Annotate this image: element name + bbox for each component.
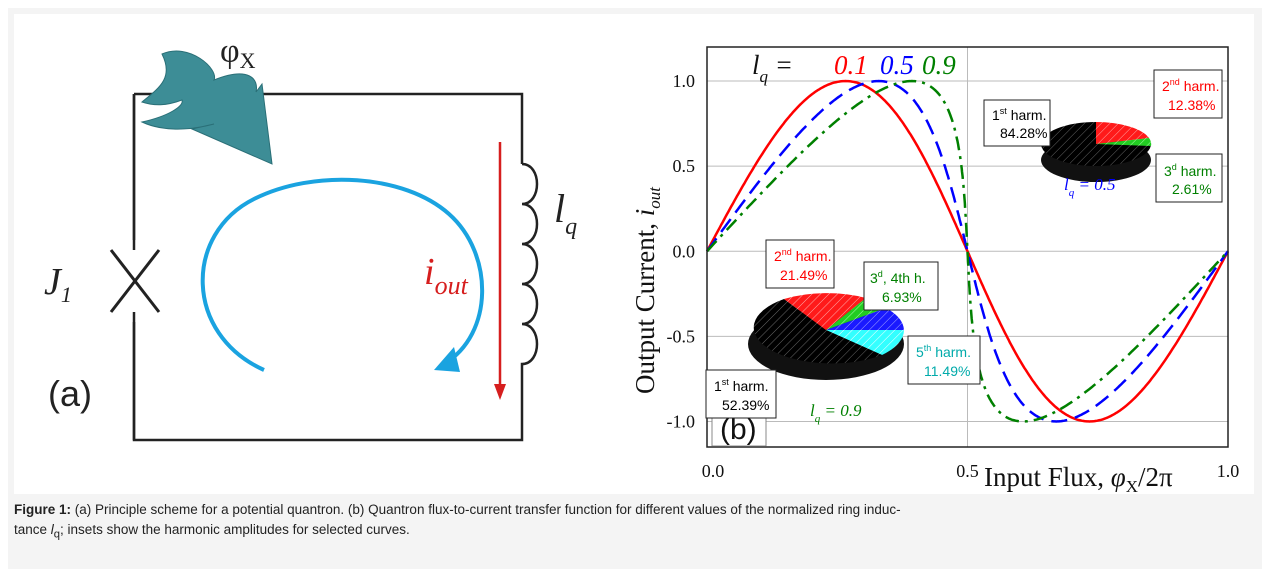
svg-text:52.39%: 52.39%	[722, 397, 769, 413]
bottom-pie-box-2nd: 2nd harm. 21.49%	[765, 239, 835, 289]
bottom-pie-box-5th: 5th harm. 11.49%	[907, 335, 981, 385]
series-line-lq-0.1	[705, 79, 1230, 423]
svg-text:2nd harm.: 2nd harm.	[1162, 77, 1220, 94]
caption-label: Figure 1:	[14, 502, 72, 517]
caption-text: (a) Principle scheme for a potential qua…	[71, 502, 901, 517]
svg-text:11.49%: 11.49%	[924, 363, 970, 379]
svg-text:84.28%: 84.28%	[1000, 125, 1047, 141]
y-tick-label: 0.5	[673, 156, 696, 176]
y-tick-label: 0.0	[673, 241, 696, 261]
x-tick-label: 0.5	[956, 461, 979, 481]
top-pie-box-1st: 1st harm. 84.28%	[983, 99, 1051, 147]
panel-b-chart: -1.0 -0.5 0.0 0.5 1.0 0.0 0.5 1.0	[667, 46, 1240, 481]
svg-text:21.49%: 21.49%	[780, 267, 827, 283]
y-tick-label: 1.0	[673, 71, 696, 91]
bottom-pie-box-3rd-4th: 3d, 4th h. 6.93%	[863, 261, 939, 311]
junction-label: J1	[44, 261, 72, 307]
output-arrow-head	[494, 384, 506, 400]
current-label: iout	[424, 251, 469, 300]
inductor-coil	[520, 162, 539, 376]
legend: lq = 0.1 0.5 0.9	[752, 50, 956, 86]
series-line-lq-0.9	[706, 79, 1229, 423]
series-line-lq-0.5	[705, 79, 1229, 423]
circulating-current-arrow	[200, 177, 485, 372]
x-tick-label: 1.0	[1217, 461, 1240, 481]
figure-caption: Figure 1: (a) Principle scheme for a pot…	[14, 502, 901, 541]
top-pie-label: lq = 0.5	[1064, 175, 1115, 199]
legend-entry-0.5: 0.5	[880, 50, 914, 80]
curves	[705, 79, 1230, 423]
top-pie-slice-3rd	[1096, 138, 1152, 146]
x-tick-label: 0.0	[702, 461, 725, 481]
flux-arrow-icon	[140, 50, 273, 165]
legend-entry-0.1: 0.1	[834, 50, 868, 80]
bottom-pie-slice-1st	[753, 299, 882, 364]
top-pie-box-2nd: 2nd harm. 12.38%	[1153, 69, 1223, 119]
svg-text:12.38%: 12.38%	[1168, 97, 1215, 113]
svg-text:3d harm.: 3d harm.	[1164, 162, 1217, 179]
bottom-pie-slice-2nd	[784, 293, 866, 330]
circuit-wire	[132, 92, 524, 442]
figure-area: φX J1 lq iout (a) -1.0 -0.5 0.0 0.5 1.0 0.0 0.…	[14, 14, 1254, 496]
x-axis-label: Input Flux, φX/2π	[984, 462, 1173, 494]
bottom-pie-inset: 2nd harm. 21.49% 3d, 4th h. 6.93% 1st ha…	[705, 239, 981, 425]
svg-text:1st harm.: 1st harm.	[714, 377, 769, 394]
bottom-pie-box-1st: 1st harm. 52.39%	[705, 369, 777, 419]
bottom-pie-slice-blue	[826, 308, 904, 330]
svg-text:5th harm.: 5th harm.	[916, 343, 971, 360]
top-pie-box-3rd: 3d harm. 2.61%	[1155, 153, 1223, 203]
svg-text:3d, 4th h.: 3d, 4th h.	[870, 269, 926, 286]
svg-text:2nd harm.: 2nd harm.	[774, 247, 832, 264]
panel-a-tag: (a)	[48, 373, 92, 414]
svg-text:1st harm.: 1st harm.	[992, 106, 1047, 123]
tick-labels: -1.0 -0.5 0.0 0.5 1.0 0.0 0.5 1.0	[667, 71, 1240, 481]
inductor-label: lq	[554, 186, 577, 240]
figure-svg: φX J1 lq iout (a) -1.0 -0.5 0.0 0.5 1.0 0.0 0.…	[44, 33, 1240, 496]
panel-a: φX J1 lq iout (a)	[44, 33, 577, 442]
circulating-arrow-head	[434, 347, 460, 372]
junction-cross-2	[109, 249, 161, 313]
y-tick-label: -0.5	[667, 326, 696, 346]
y-tick-label: -1.0	[667, 411, 696, 431]
svg-text:lq =: lq =	[752, 50, 793, 86]
bottom-pie-label: lq = 0.9	[810, 401, 862, 425]
top-pie-slice-2nd	[1096, 121, 1149, 144]
svg-text:2.61%: 2.61%	[1172, 181, 1212, 197]
flux-label: φX	[220, 33, 256, 73]
bottom-pie-slice-5th	[826, 330, 904, 355]
axes-box	[706, 46, 1229, 448]
svg-text:6.93%: 6.93%	[882, 289, 922, 305]
legend-entry-0.9: 0.9	[922, 50, 956, 80]
caption-symbol: l	[50, 522, 54, 537]
top-pie-inset: 1st harm. 84.28% 2nd harm. 12.38% 3d har…	[983, 69, 1223, 203]
y-axis-label: Output Current, iout	[630, 186, 664, 394]
